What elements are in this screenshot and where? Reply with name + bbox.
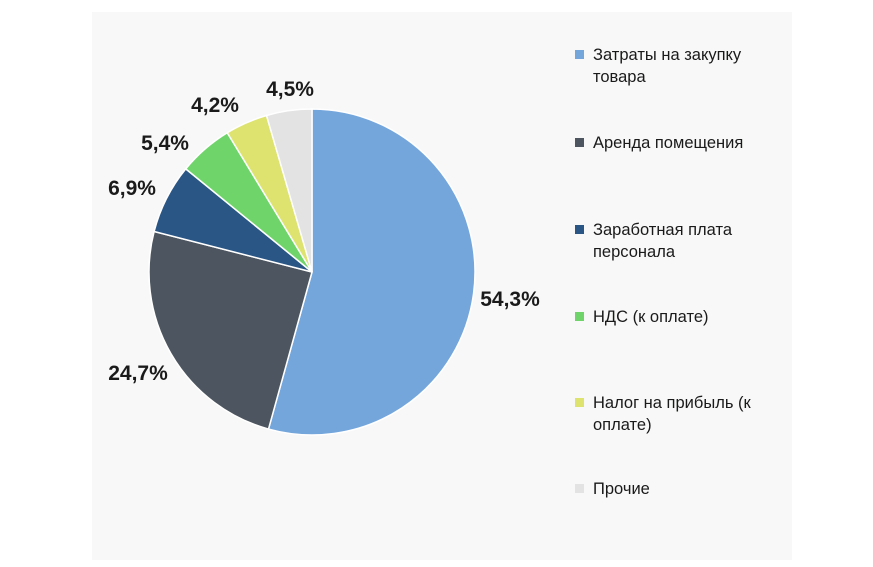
pie-slices (148, 108, 476, 436)
data-label-rent: 24,7% (108, 362, 168, 385)
legend-label: Аренда помещения (593, 134, 744, 152)
legend-swatch (575, 312, 584, 321)
data-label-vat: 5,4% (141, 132, 189, 155)
data-label-salary: 6,9% (108, 177, 156, 200)
legend-label: Налог на прибыль (к оплате) (593, 394, 751, 434)
pie-slice-purchase-costs (267, 108, 476, 436)
pie-slice-rent (148, 230, 313, 431)
legend-swatch (575, 398, 584, 407)
legend-item-purchase-costs: Затраты на закупку товара (575, 44, 780, 88)
pie-slice-other (265, 108, 313, 273)
legend-item-rent: Аренда помещения (575, 132, 780, 154)
legend-label: Прочие (593, 480, 650, 498)
data-label-purchase-costs: 54,3% (480, 288, 540, 311)
legend-swatch (575, 225, 584, 234)
pie-data-labels: 54,3% 24,7% 6,9% 5,4%4,2% 4,5% (108, 78, 540, 385)
legend-label: Заработная плата персонала (593, 221, 733, 261)
legend-item-vat: НДС (к оплате) (575, 306, 780, 328)
legend-item-salary: Заработная плата персонала (575, 219, 780, 263)
legend-item-other: Прочие (575, 478, 780, 500)
data-label-profit-tax: 4,2% (191, 94, 239, 117)
legend-item-profit-tax: Налог на прибыль (к оплате) (575, 392, 780, 436)
legend-label: НДС (к оплате) (593, 308, 709, 326)
legend-swatch (575, 484, 584, 493)
data-label-other: 4,5% (266, 78, 314, 101)
legend-swatch (575, 138, 584, 147)
legend-swatch (575, 50, 584, 59)
legend-label: Затраты на закупку товара (593, 46, 742, 86)
